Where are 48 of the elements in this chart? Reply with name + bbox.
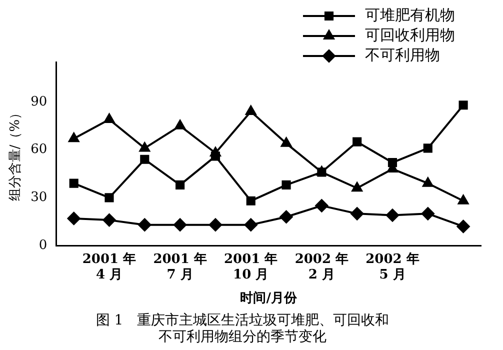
- x-tick-label: 2001 年 4 月: [82, 252, 136, 282]
- point: [208, 218, 222, 232]
- point: [139, 142, 150, 152]
- x-tick-label: 2001 年 10 月: [224, 252, 278, 282]
- point: [67, 212, 80, 225]
- point: [280, 210, 293, 224]
- point: [244, 218, 258, 232]
- point: [102, 214, 116, 227]
- point: [176, 180, 185, 190]
- point: [140, 154, 150, 164]
- text: 图 1 重庆市主城区生活垃圾可堆肥、可回收和不可利用物组分的季节变化: [96, 312, 390, 346]
- point: [104, 113, 115, 123]
- x-tick-label: 2001 年 7 月: [153, 252, 207, 282]
- point: [423, 144, 432, 153]
- point: [69, 178, 78, 188]
- point: [68, 132, 80, 142]
- point: [388, 158, 398, 168]
- point: [421, 207, 434, 220]
- y-tick-label: 30: [30, 190, 48, 206]
- point: [210, 152, 220, 161]
- point: [352, 182, 362, 192]
- legend-label: 不可利用物: [365, 46, 440, 64]
- point: [315, 199, 328, 212]
- point: [282, 180, 291, 190]
- y-tick-label: 90: [30, 94, 48, 110]
- point: [350, 207, 364, 220]
- point: [246, 196, 256, 206]
- point: [174, 120, 186, 130]
- x-tick-label: 2002 年 5 月: [366, 252, 420, 282]
- x-axis-title: 时间/月份: [240, 290, 298, 306]
- point: [317, 168, 326, 177]
- point: [458, 194, 469, 204]
- point: [174, 218, 187, 232]
- point: [280, 137, 292, 147]
- y-tick-label: 60: [30, 142, 48, 158]
- point: [422, 177, 434, 187]
- legend-label: 可堆肥有机物: [365, 6, 455, 24]
- x-tick-label: 2002 年 2 月: [294, 252, 349, 282]
- point: [458, 100, 468, 110]
- y-axis-title: 组分含量/（%）: [8, 106, 24, 202]
- point: [352, 137, 362, 146]
- point: [246, 105, 256, 115]
- point: [386, 208, 399, 222]
- point: [456, 220, 470, 233]
- point: [104, 193, 114, 202]
- y-tick-label: 0: [38, 238, 48, 253]
- legend-label: 可回收利用物: [365, 26, 455, 44]
- point: [138, 218, 152, 232]
